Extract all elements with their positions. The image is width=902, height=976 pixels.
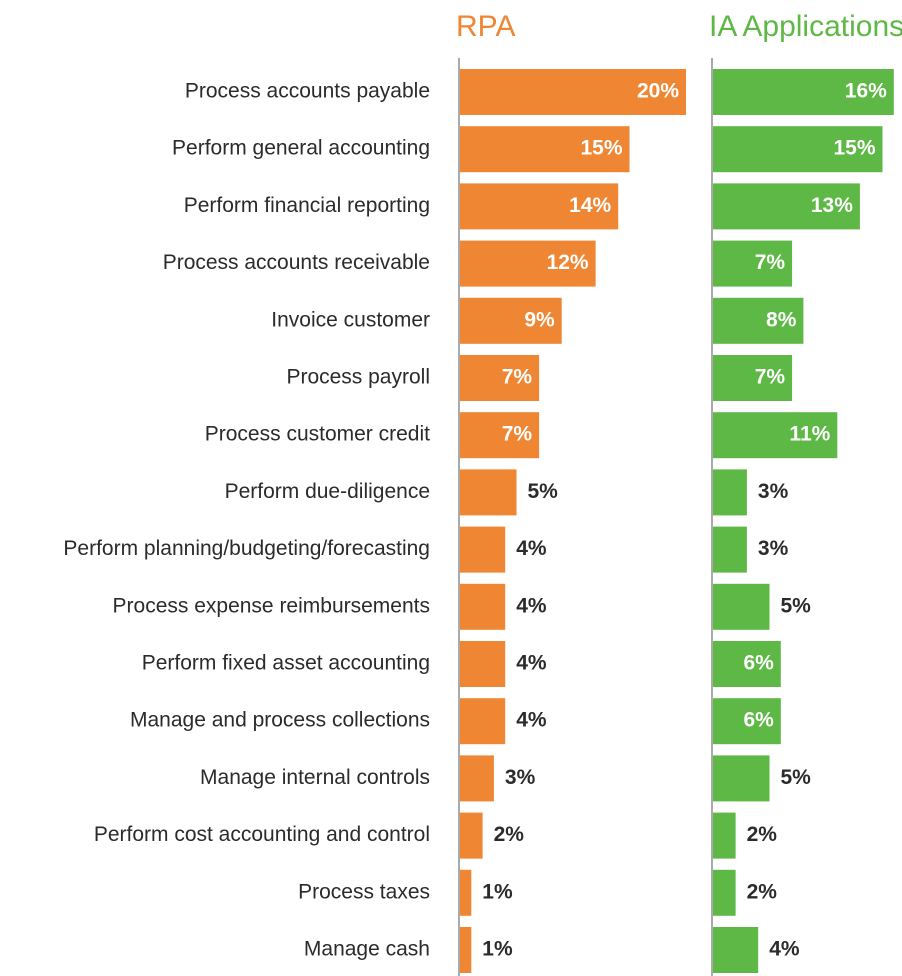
bar — [460, 583, 506, 630]
value-label: 7% — [502, 366, 533, 389]
value-label: 5% — [781, 594, 812, 617]
bar — [713, 412, 838, 459]
bar — [713, 698, 781, 745]
value-label: 4% — [516, 709, 547, 732]
bar — [460, 69, 686, 115]
bar — [713, 297, 804, 344]
value-label: 2% — [747, 823, 778, 846]
value-label: 1% — [482, 938, 513, 961]
value-label: 16% — [845, 80, 887, 103]
category-label: Process accounts receivable — [163, 251, 430, 274]
bar — [713, 812, 736, 859]
value-label: 11% — [789, 423, 830, 446]
bar — [460, 641, 506, 687]
category-label: Process taxes — [298, 880, 430, 903]
bar — [713, 469, 747, 516]
bar — [460, 812, 483, 859]
value-label: 5% — [781, 766, 812, 789]
value-label: 3% — [758, 480, 789, 503]
bar — [713, 240, 793, 287]
value-label: 4% — [769, 938, 800, 961]
bar — [713, 583, 770, 630]
category-label: Perform cost accounting and control — [94, 823, 430, 846]
bar — [460, 297, 562, 344]
category-label: Process payroll — [286, 366, 430, 389]
value-label: 3% — [505, 766, 536, 789]
value-label: 3% — [758, 537, 789, 560]
panel-title: RPA — [456, 10, 515, 43]
bar — [460, 698, 506, 745]
category-label: Perform general accounting — [172, 137, 430, 160]
bar — [713, 183, 860, 230]
value-label: 4% — [516, 537, 547, 560]
bar — [713, 526, 747, 573]
value-label: 15% — [580, 137, 622, 160]
category-label: Perform planning/budgeting/forecasting — [63, 537, 430, 560]
bar — [460, 927, 472, 973]
bar — [460, 469, 517, 516]
category-label: Process expense reimbursements — [113, 594, 430, 617]
value-label: 7% — [502, 423, 533, 446]
bar — [460, 240, 596, 287]
category-label: Process customer credit — [205, 423, 430, 446]
value-label: 6% — [743, 652, 774, 675]
bar — [713, 869, 736, 916]
value-label: 14% — [569, 194, 611, 217]
value-label: 2% — [494, 823, 525, 846]
bar — [460, 412, 540, 459]
bar — [460, 869, 472, 916]
value-label: 15% — [833, 137, 875, 160]
category-label: Invoice customer — [271, 308, 430, 331]
value-label: 7% — [755, 366, 786, 389]
bar — [713, 126, 883, 173]
bar — [713, 755, 770, 802]
bar — [713, 927, 759, 973]
value-label: 4% — [516, 594, 547, 617]
bar — [713, 641, 781, 687]
bar — [713, 355, 793, 401]
category-label: Manage cash — [304, 938, 430, 961]
bar — [460, 183, 619, 230]
category-label: Manage and process collections — [130, 709, 430, 732]
value-label: 7% — [755, 251, 786, 274]
category-label: Manage internal controls — [200, 766, 430, 789]
value-label: 9% — [524, 308, 555, 331]
bar — [460, 526, 506, 573]
category-label: Process accounts payable — [185, 80, 430, 103]
value-label: 13% — [811, 194, 853, 217]
bar — [713, 69, 894, 115]
value-label: 5% — [528, 480, 559, 503]
bar — [460, 355, 540, 401]
value-label: 12% — [547, 251, 589, 274]
category-label: Perform financial reporting — [184, 194, 430, 217]
category-label: Perform due-diligence — [225, 480, 430, 503]
category-label: Perform fixed asset accounting — [142, 652, 430, 675]
bar — [460, 755, 494, 802]
value-label: 6% — [743, 709, 774, 732]
bar — [460, 126, 630, 173]
value-label: 20% — [637, 80, 679, 103]
value-label: 1% — [482, 880, 513, 903]
panel-title: IA Applications — [709, 10, 902, 43]
value-label: 2% — [747, 880, 778, 903]
value-label: 8% — [766, 308, 797, 331]
value-label: 4% — [516, 652, 547, 675]
